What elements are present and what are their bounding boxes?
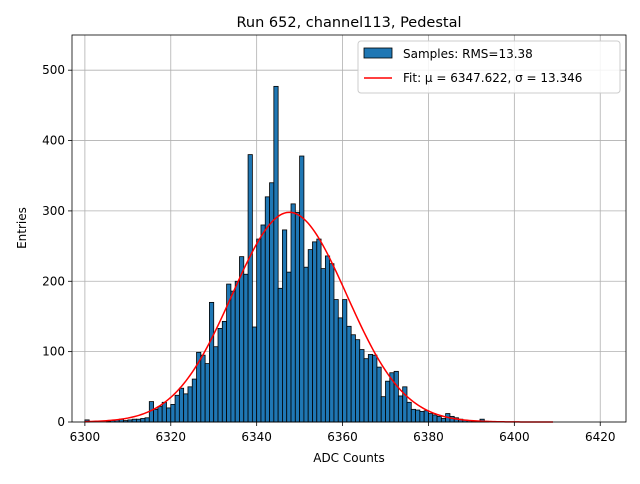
histogram-bar [213, 346, 219, 423]
y-axis-label: Entries [15, 207, 29, 249]
x-axis-label: ADC Counts [313, 451, 385, 465]
x-axis-ticks: 6300 6320 6340 6360 6380 6400 6420 [70, 422, 616, 444]
histogram-bar [277, 287, 283, 423]
histogram-bar [153, 408, 159, 423]
legend-histogram-swatch [363, 47, 393, 59]
histogram-bar [294, 211, 301, 423]
histogram-bar [324, 255, 331, 423]
histogram-bar [320, 268, 326, 423]
histogram-bar [264, 196, 270, 423]
histogram-bar [303, 266, 309, 423]
histogram-bar [428, 413, 434, 423]
legend-fit-label: Fit: μ = 6347.622, σ = 13.346 [403, 71, 582, 85]
x-tick-label: 6320 [156, 430, 187, 444]
histogram-bar [299, 155, 305, 423]
histogram-bar [256, 238, 262, 423]
histogram-bar [260, 224, 266, 423]
histogram-bar [217, 328, 223, 423]
histogram-bar [419, 411, 425, 423]
histogram-bar [380, 396, 386, 423]
histogram-bar [316, 238, 322, 423]
x-tick-label: 6400 [499, 430, 530, 444]
x-tick-label: 6340 [241, 430, 272, 444]
histogram-bar [385, 380, 391, 423]
histogram-bar [367, 354, 374, 423]
histogram-bar [136, 418, 142, 423]
histogram-bar [410, 408, 416, 423]
x-tick-label: 6420 [585, 430, 616, 444]
histogram-bar [337, 317, 343, 423]
legend: Samples: RMS=13.38 Fit: μ = 6347.622, σ … [357, 40, 621, 94]
histogram-bar [423, 410, 429, 423]
histogram-bar [415, 409, 421, 423]
histogram-bar [204, 363, 210, 423]
histogram-bar [273, 85, 279, 423]
histogram-bar [286, 271, 292, 423]
histogram-bar [131, 418, 137, 423]
histogram-bar [187, 386, 193, 423]
x-tick-label: 6360 [327, 430, 358, 444]
histogram-bar [359, 349, 365, 423]
histogram-bar [282, 229, 288, 423]
histogram-bars [84, 85, 489, 423]
histogram-bar [178, 387, 185, 423]
histogram-bar [397, 395, 404, 423]
y-tick-label: 0 [57, 415, 65, 429]
y-tick-label: 100 [42, 345, 65, 359]
histogram-bar [247, 154, 253, 423]
histogram-bar [239, 256, 245, 423]
histogram-bar [191, 378, 197, 423]
histogram-bar [329, 263, 335, 423]
histogram-bar [346, 325, 352, 423]
legend-histogram-label: Samples: RMS=13.38 [403, 47, 533, 61]
histogram-bar [376, 366, 382, 423]
x-tick-label: 6380 [413, 430, 444, 444]
histogram-bar [307, 249, 313, 423]
y-tick-label: 400 [42, 134, 65, 148]
histogram-bar [144, 417, 150, 423]
histogram-bar [234, 280, 240, 423]
histogram-bar [200, 354, 206, 423]
histogram-bar [209, 301, 215, 423]
histogram-bar [140, 418, 146, 423]
histogram-bar [170, 404, 176, 423]
histogram-bar [342, 299, 348, 423]
histogram-bar [230, 290, 236, 423]
histogram-bar [174, 394, 180, 423]
histogram-bar [436, 415, 442, 423]
histogram-bar [157, 406, 163, 423]
y-tick-label: 300 [42, 204, 65, 218]
histogram-bar [183, 393, 189, 423]
y-tick-label: 500 [42, 63, 65, 77]
histogram-bar [432, 414, 438, 423]
chart-title: Run 652, channel113, Pedestal [236, 15, 461, 31]
x-tick-label: 6300 [70, 430, 101, 444]
histogram-bar [312, 241, 318, 423]
histogram-bar [355, 339, 361, 423]
plot-frame [71, 34, 627, 423]
histogram-bar [221, 320, 228, 423]
histogram-bar [290, 203, 296, 423]
histogram-bar [243, 273, 249, 423]
histogram-bar [166, 407, 172, 423]
histogram-bar [372, 354, 378, 423]
histogram-bar [251, 326, 258, 423]
histogram-bar [393, 370, 399, 423]
histogram-bar [363, 358, 369, 423]
histogram-bar [350, 334, 356, 423]
histogram-bar [161, 401, 167, 423]
histogram-bar [333, 299, 339, 423]
histogram-bar [440, 418, 447, 423]
y-tick-label: 200 [42, 274, 65, 288]
histogram-bar [406, 401, 412, 423]
legend-box [357, 40, 621, 94]
histogram-bar [269, 182, 275, 423]
y-axis-ticks: 0 100 200 300 400 500 [42, 63, 72, 429]
fit-curve [84, 211, 553, 423]
